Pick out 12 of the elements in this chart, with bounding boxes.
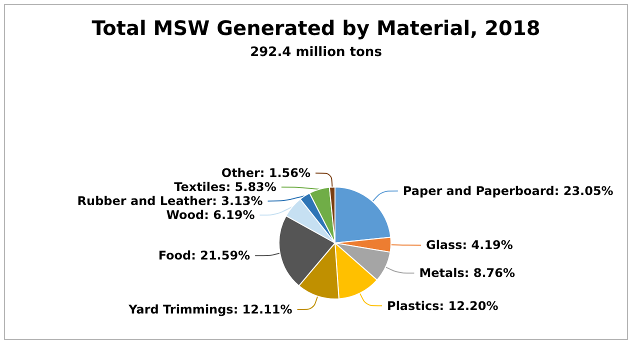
slice-label: Metals: 8.76% xyxy=(419,266,515,280)
slice-label: Paper and Paperboard: 23.05% xyxy=(402,184,614,198)
chart-subtitle: 292.4 million tons xyxy=(250,45,382,60)
slice-label: Rubber and Leather: 3.13% xyxy=(77,194,263,208)
chart-title: Total MSW Generated by Material, 2018 xyxy=(92,16,540,40)
slice-label: Wood: 6.19% xyxy=(166,208,255,222)
slice-label: Food: 21.59% xyxy=(158,248,250,263)
slice-label: Other: 1.56% xyxy=(221,166,311,180)
slice-label: Glass: 4.19% xyxy=(426,238,513,252)
slice-label: Yard Trimmings: 12.11% xyxy=(128,302,292,317)
slice-label: Plastics: 12.20% xyxy=(387,298,498,313)
slice-label: Textiles: 5.83% xyxy=(174,180,276,194)
